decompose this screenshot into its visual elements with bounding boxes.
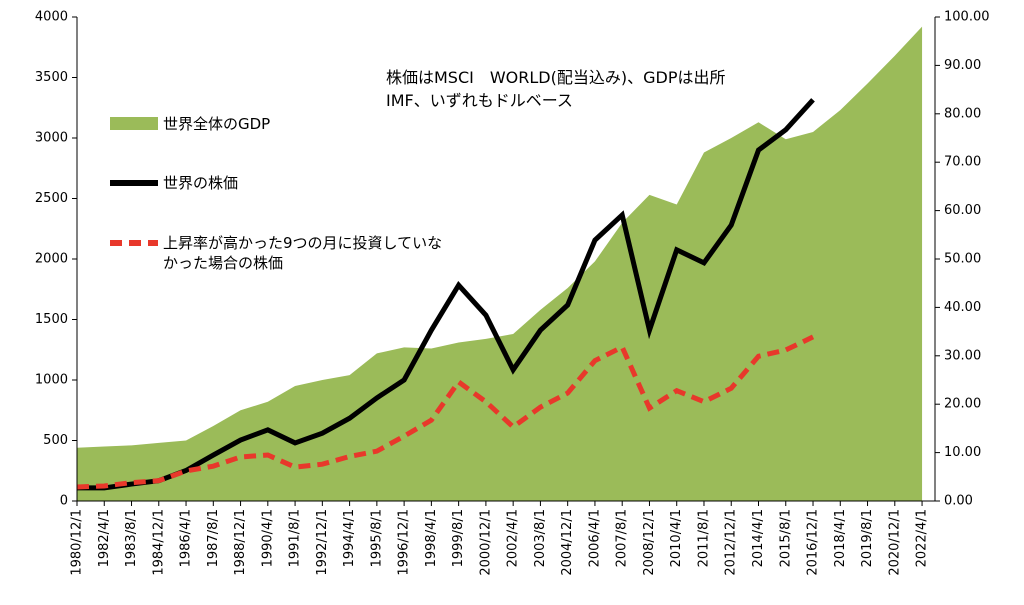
y-tick-label: 500 [43,433,68,448]
annotation: 株価はMSCI WORLD(配当込み)、GDPは出所IMF、いずれもドルベース [386,68,726,110]
y-tick-label: 1500 [35,312,68,327]
x-tick-label: 2022/4/1 [915,509,930,567]
y2-tick-label: 20.00 [944,397,981,412]
x-tick-label: 2012/12/1 [724,509,739,576]
x-tick-label: 1982/4/1 [97,509,112,567]
x-tick-label: 1991/8/1 [288,509,303,567]
legend-label: 世界の株価 [163,174,239,192]
x-tick-label: 1987/8/1 [206,509,221,567]
y2-tick-label: 10.00 [944,445,981,460]
x-tick-label: 2000/12/1 [478,509,493,576]
x-tick-label: 1983/8/1 [124,509,139,567]
x-tick-label: 1994/4/1 [342,509,357,567]
x-tick-label: 2008/12/1 [642,509,657,576]
x-tick-label: 1996/12/1 [397,509,412,576]
y2-tick-label: 30.00 [944,348,981,363]
y-tick-label: 4000 [35,10,68,25]
x-tick-label: 1999/8/1 [451,509,466,567]
x-tick-label: 2020/12/1 [887,509,902,576]
x-tick-label: 2016/12/1 [806,509,821,576]
x-tick-label: 1984/12/1 [151,509,166,576]
legend-swatch [110,117,158,130]
x-tick-label: 2007/8/1 [615,509,630,567]
legend-label: 世界全体のGDP [163,115,271,133]
x-tick-label: 2004/12/1 [560,509,575,576]
x-tick-label: 2015/8/1 [778,509,793,567]
x-tick-label: 2018/4/1 [833,509,848,567]
x-tick-label: 1998/4/1 [424,509,439,567]
y-tick-label: 0 [60,494,68,509]
x-tick-label: 2006/4/1 [587,509,602,567]
x-tick-label: 1992/12/1 [315,509,330,576]
y-tick-label: 3500 [35,70,68,85]
line [76,334,815,490]
y2-tick-label: 70.00 [944,155,981,170]
x-tick-label: 2003/8/1 [533,509,548,567]
x-tick-label: 2010/4/1 [669,509,684,567]
x-tick-label: 1988/12/1 [233,509,248,576]
x-tick-label: 2002/4/1 [506,509,521,567]
y-tick-label: 2000 [35,252,68,267]
area [77,26,923,502]
y2-tick-label: 50.00 [944,252,981,267]
y-tick-label: 2500 [35,191,68,206]
x-tick-label: 1995/8/1 [369,509,384,567]
y2-tick-label: 100.00 [944,10,990,25]
x-tick-label: 1990/4/1 [260,509,275,567]
y2-tick-label: 80.00 [944,106,981,121]
legend-label: 上昇率が高かった9つの月に投資していなかった場合の株価 [163,234,443,272]
x-tick-label: 2014/4/1 [751,509,766,567]
x-tick-label: 2011/8/1 [696,509,711,567]
x-tick-label: 2019/8/1 [860,509,875,567]
y2-tick-label: 0.00 [944,494,973,509]
y2-tick-label: 60.00 [944,203,981,218]
y-tick-label: 3000 [35,131,68,146]
x-tick-label: 1986/4/1 [179,509,194,567]
y2-tick-label: 40.00 [944,300,981,315]
y-tick-label: 1000 [35,373,68,388]
y2-tick-label: 90.00 [944,58,981,73]
line [77,98,815,491]
x-tick-label: 1980/12/1 [70,509,85,576]
